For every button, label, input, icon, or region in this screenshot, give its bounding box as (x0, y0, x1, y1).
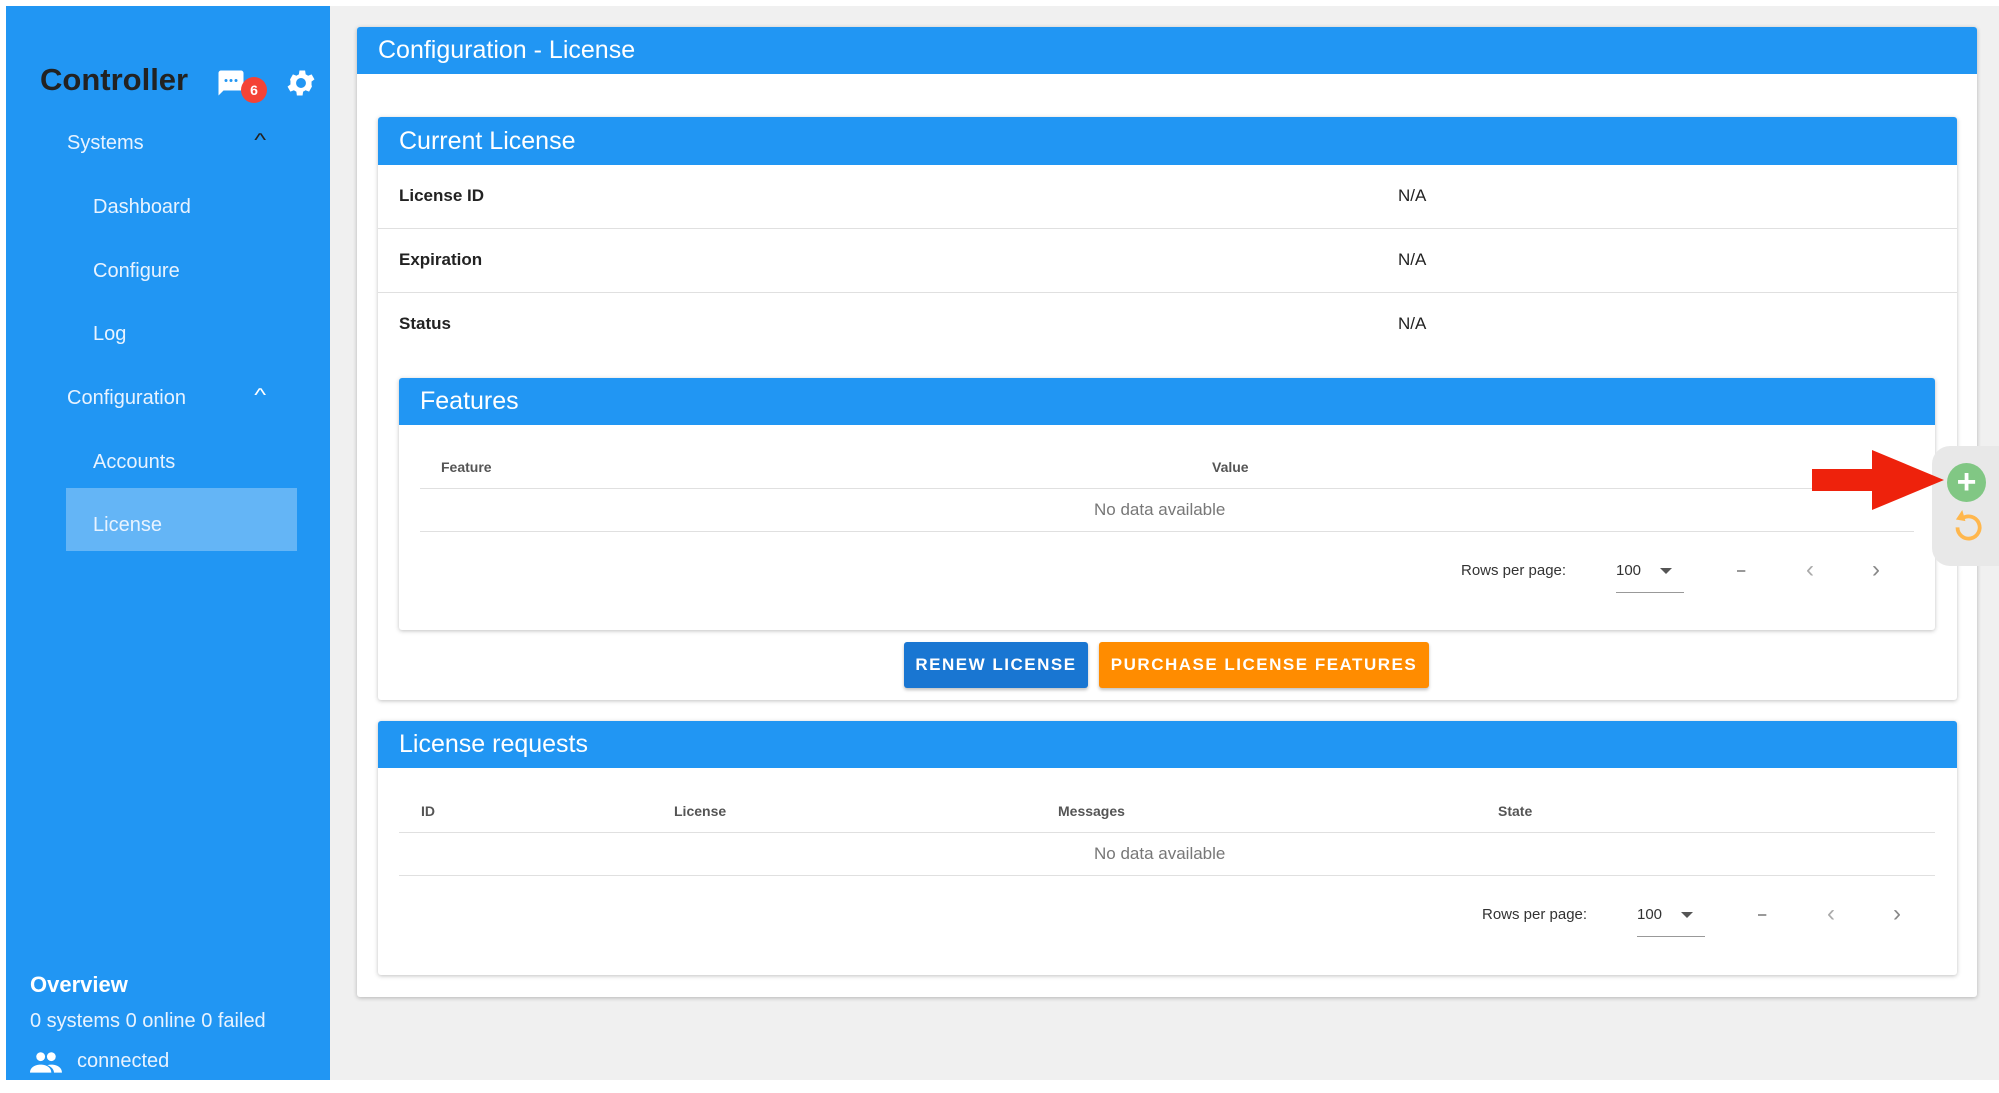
expiration-value: N/A (1398, 250, 1427, 269)
app-brand: Controller (40, 62, 189, 97)
status-value: N/A (1398, 314, 1427, 333)
previous-page-icon[interactable]: ‹ (1827, 900, 1835, 927)
sidebar-item-dashboard[interactable]: Dashboard (93, 196, 191, 218)
renew-license-button[interactable]: RENEW LICENSE (904, 642, 1088, 688)
current-license-title: Current License (378, 117, 1957, 165)
sidebar-item-selected-bg (66, 488, 297, 551)
red-arrow-annotation-icon (1812, 450, 1944, 510)
chevron-up-icon[interactable]: ^ (254, 130, 267, 150)
rows-per-page-value: 100 (1616, 562, 1642, 579)
divider (399, 875, 1935, 876)
features-title: Features (399, 378, 1935, 425)
no-data-text: No data available (1094, 844, 1226, 863)
sidebar-item-configuration[interactable]: Configuration (67, 387, 186, 409)
divider (399, 832, 1935, 833)
overview-stats: 0 systems 0 online 0 failed (30, 1010, 266, 1032)
overview-title: Overview (30, 972, 128, 997)
next-page-icon[interactable]: › (1893, 900, 1901, 927)
license-requests-title: License requests (378, 721, 1957, 768)
refresh-icon[interactable] (1948, 508, 1986, 550)
license-id-value: N/A (1398, 186, 1427, 205)
sidebar-item-configure[interactable]: Configure (93, 260, 180, 282)
sidebar-item-license[interactable]: License (93, 514, 162, 536)
column-header-value[interactable]: Value (1212, 459, 1249, 475)
divider (420, 531, 1914, 532)
chevron-up-icon[interactable]: ^ (254, 385, 267, 405)
notification-badge: 6 (241, 77, 267, 103)
divider (378, 292, 1957, 293)
connection-status: connected (77, 1050, 170, 1072)
dropdown-arrow-icon (1660, 568, 1672, 580)
next-page-icon[interactable]: › (1872, 556, 1880, 583)
dropdown-arrow-icon (1681, 912, 1693, 924)
sidebar-item-log[interactable]: Log (93, 323, 127, 345)
license-id-label: License ID (399, 186, 485, 205)
column-header-id[interactable]: ID (421, 803, 435, 819)
rows-per-page-label: Rows per page: (1482, 906, 1588, 923)
rows-per-page-select[interactable]: 100 (1616, 558, 1684, 593)
column-header-state[interactable]: State (1498, 803, 1533, 819)
chat-icon[interactable] (216, 68, 246, 98)
previous-page-icon[interactable]: ‹ (1806, 556, 1814, 583)
page-range: – (1758, 906, 1767, 923)
divider (378, 228, 1957, 229)
expiration-label: Expiration (399, 250, 483, 269)
add-icon[interactable]: + (1947, 463, 1986, 502)
rows-per-page-select[interactable]: 100 (1637, 902, 1705, 937)
sidebar-item-accounts[interactable]: Accounts (93, 451, 176, 473)
page-range: – (1737, 562, 1746, 579)
rows-per-page-label: Rows per page: (1461, 562, 1567, 579)
column-header-license[interactable]: License (674, 803, 727, 819)
column-header-messages[interactable]: Messages (1058, 803, 1125, 819)
sidebar-item-systems[interactable]: Systems (67, 132, 144, 154)
people-icon (30, 1052, 62, 1073)
no-data-text: No data available (1094, 500, 1226, 519)
page-title: Configuration - License (357, 27, 1977, 74)
column-header-feature[interactable]: Feature (441, 459, 492, 475)
purchase-license-features-button[interactable]: PURCHASE LICENSE FEATURES (1099, 642, 1429, 688)
divider (420, 488, 1914, 489)
rows-per-page-value: 100 (1637, 906, 1663, 923)
status-label: Status (399, 314, 451, 333)
gear-icon[interactable] (284, 66, 318, 100)
